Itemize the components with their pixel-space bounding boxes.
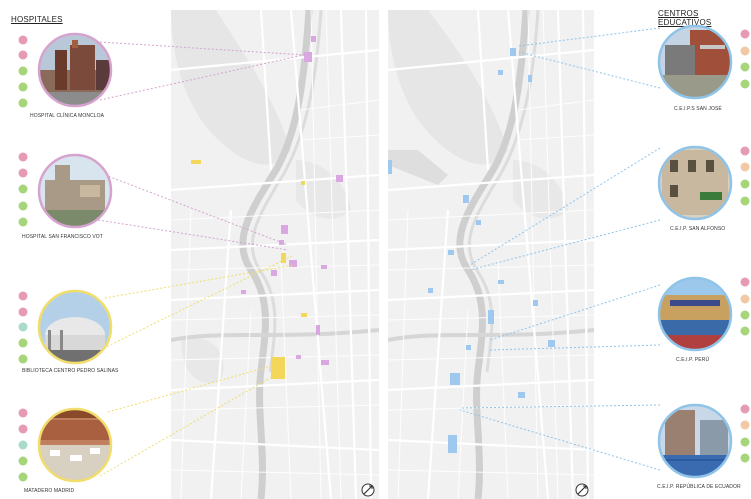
- icon-column-8: [740, 404, 750, 463]
- caption-ceip-republica-ecuador: C.E.I.P. REPÚBLICA DE ECUADOR: [657, 484, 741, 490]
- caption-biblioteca-pedro-salinas: BIBLIOTECA CENTRO PEDRO SALINAS: [22, 368, 119, 374]
- caption-hospital-clinica-moncloa: HOSPITAL CLÍNICA MONCLOA: [30, 113, 105, 119]
- icon-column-5: [740, 29, 750, 89]
- photo-hospital-clinica-moncloa: [37, 32, 113, 108]
- caption-hospital-san-francisco: HOSPITAL SAN FRANCISCO VOT: [22, 234, 103, 240]
- photo-ceip-peru: [657, 276, 733, 352]
- icon-column-1: [18, 35, 28, 108]
- icon-column-7: [740, 277, 750, 336]
- education-map[interactable]: [388, 10, 594, 499]
- icon-column-6: [740, 146, 750, 206]
- icon-column-4: [18, 408, 28, 482]
- caption-ceips-san-jose: C.E.I.P.S SAN JOSÉ: [674, 106, 722, 112]
- caption-ceip-san-alfonso: C.E.I.P. SAN ALFONSO: [670, 226, 726, 232]
- photo-ceip-republica-ecuador: [657, 403, 733, 479]
- photo-hospital-san-francisco: [37, 153, 113, 229]
- north-arrow-icon: [361, 483, 375, 497]
- icon-column-2: [18, 152, 28, 227]
- icon-column-3: [18, 291, 28, 364]
- photo-biblioteca-pedro-salinas: [37, 289, 113, 365]
- photo-ceip-san-alfonso: [657, 145, 733, 221]
- caption-ceip-peru: C.E.I.P. PERÚ: [676, 357, 710, 363]
- photo-matadero-madrid: [37, 407, 113, 483]
- north-arrow-icon: [575, 483, 589, 497]
- caption-matadero-madrid: MATADERO MADRID: [24, 488, 75, 494]
- hospitales-title: HOSPITALES: [11, 15, 63, 24]
- centros-educativos-title: CENTROS EDUCATIVOS: [658, 9, 712, 27]
- photo-ceips-san-jose: [657, 24, 733, 100]
